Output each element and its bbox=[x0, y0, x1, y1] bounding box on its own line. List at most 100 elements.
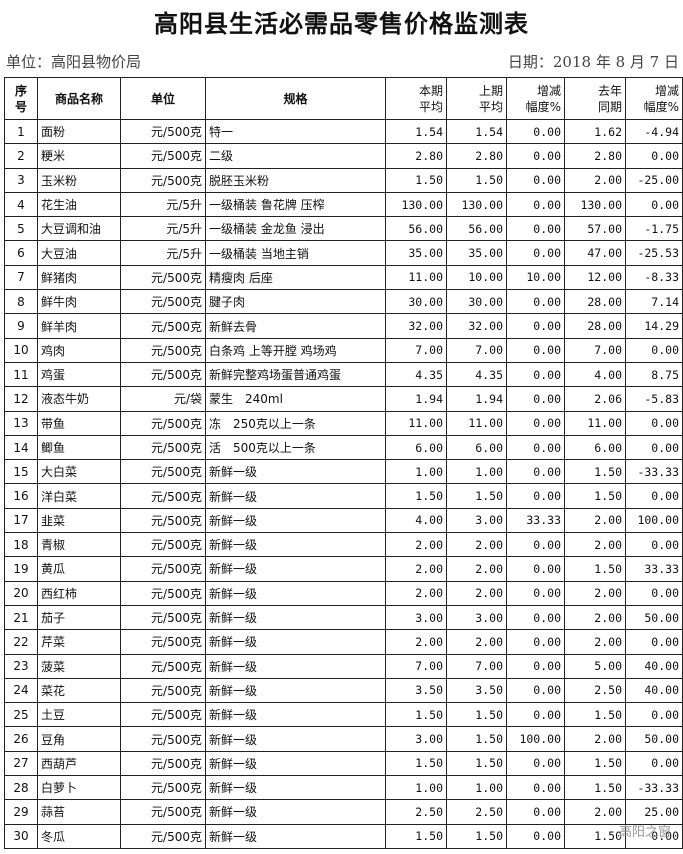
table-cell: 洋白菜 bbox=[37, 483, 121, 509]
table-row: 11 鸡蛋 元/500克 新鲜完整鸡场蛋普通鸡蛋 4.35 4.35 0.00 4.00 8.7… bbox=[4, 361, 683, 388]
table-cell: 元/500克 bbox=[120, 313, 206, 339]
table-cell: 0.00 bbox=[625, 702, 683, 728]
table-cell: 2.00 bbox=[564, 580, 626, 606]
table-cell: 元/500克 bbox=[120, 143, 206, 169]
table-cell: 23 bbox=[4, 653, 38, 679]
table-cell: -8.33 bbox=[625, 264, 683, 291]
table-cell: 元/500克 bbox=[120, 118, 206, 145]
table-cell: 白条鸡 上等开膛 鸡场鸡 bbox=[205, 337, 386, 363]
table-cell: 30.00 bbox=[446, 289, 507, 315]
table-cell: 元/500克 bbox=[120, 410, 206, 436]
header-text: 号 bbox=[14, 99, 27, 114]
table-row: 9 鲜羊肉 元/500克 新鲜去骨 32.00 32.00 0.00 28.00 14.29 bbox=[4, 313, 683, 339]
table-cell: 0.00 bbox=[506, 775, 565, 801]
table-cell: 0.00 bbox=[506, 459, 565, 485]
table-cell: 0.00 bbox=[506, 556, 565, 582]
table-cell: 30 bbox=[4, 823, 38, 849]
table-cell: 100.00 bbox=[506, 726, 565, 752]
table-cell: 1.50 bbox=[564, 459, 626, 485]
table-row: 15 大白菜 元/500克 新鲜一级 1.00 1.00 0.00 1.50 -33.33 bbox=[4, 459, 683, 485]
table-cell: 5 bbox=[4, 216, 38, 242]
table-cell: 元/500克 bbox=[120, 434, 206, 461]
table-cell: 2.00 bbox=[564, 604, 626, 631]
table-row: 18 青椒 元/500克 新鲜一级 2.00 2.00 0.00 2.00 0.00 bbox=[4, 532, 683, 558]
table-cell: 24 bbox=[4, 677, 38, 704]
table-cell: 0.00 bbox=[506, 337, 565, 363]
table-cell: 27 bbox=[4, 750, 38, 777]
table-cell: 2.80 bbox=[564, 143, 626, 169]
table-cell: 花生油 bbox=[37, 191, 121, 218]
table-cell: 新鲜一级 bbox=[205, 580, 386, 606]
table-cell: 12.00 bbox=[564, 264, 626, 291]
table-cell: 韭菜 bbox=[37, 507, 121, 534]
table-row: 26 豆角 元/500克 新鲜一级 3.00 1.50 100.00 2.00 50.00 bbox=[4, 726, 683, 752]
table-cell: 新鲜一级 bbox=[205, 532, 386, 558]
table-cell: 冬瓜 bbox=[37, 823, 121, 849]
table-cell: 7 bbox=[4, 264, 38, 291]
date: 日期：2018 年 8 月 7 日 bbox=[507, 53, 679, 71]
table-cell: -5.83 bbox=[625, 386, 683, 412]
table-cell: 0.00 bbox=[506, 167, 565, 193]
table-cell: 1.50 bbox=[446, 726, 507, 752]
table-cell: 0.00 bbox=[625, 410, 683, 436]
table-cell: 白萝卜 bbox=[37, 775, 121, 801]
table-cell: 带鱼 bbox=[37, 410, 121, 436]
table-cell: 大白菜 bbox=[37, 459, 121, 485]
table-cell: 33.33 bbox=[625, 556, 683, 582]
header-text: 幅度% bbox=[643, 99, 679, 114]
table-cell: 21 bbox=[4, 604, 38, 631]
table-cell: 9 bbox=[4, 313, 38, 339]
header-text: 商品名称 bbox=[54, 91, 103, 106]
table-cell: -33.33 bbox=[625, 459, 683, 485]
table-cell: 28 bbox=[4, 775, 38, 801]
table-cell: 35.00 bbox=[385, 240, 447, 266]
table-cell: 鸡肉 bbox=[37, 337, 121, 363]
table-row: 30 冬瓜 元/500克 新鲜一级 1.50 1.50 0.00 1.50 0.00 bbox=[4, 823, 683, 849]
table-cell: 2.00 bbox=[446, 532, 507, 558]
table-cell: 元/500克 bbox=[120, 264, 206, 291]
table-cell: 元/500克 bbox=[120, 775, 206, 801]
table-cell: 7.00 bbox=[446, 337, 507, 363]
table-cell: 2.00 bbox=[564, 629, 626, 655]
table-cell: -4.94 bbox=[625, 118, 683, 145]
table-row: 27 西葫芦 元/500克 新鲜一级 1.50 1.50 0.00 1.50 0.00 bbox=[4, 750, 683, 777]
table-cell: 0.00 bbox=[506, 361, 565, 388]
table-cell: 4.35 bbox=[385, 361, 447, 388]
table-cell: -25.00 bbox=[625, 167, 683, 193]
header-text: 单位 bbox=[150, 91, 175, 106]
table-cell: 57.00 bbox=[564, 216, 626, 242]
table-cell: 29 bbox=[4, 799, 38, 825]
table-cell: -33.33 bbox=[625, 775, 683, 801]
table-cell: 11 bbox=[4, 361, 38, 388]
table-cell: 1 bbox=[4, 118, 38, 145]
table-cell: 新鲜一级 bbox=[205, 750, 386, 777]
table-cell: 鸡蛋 bbox=[37, 361, 121, 388]
table-cell: 10.00 bbox=[506, 264, 565, 291]
table-cell: 0.00 bbox=[506, 629, 565, 655]
table-cell: 7.00 bbox=[385, 653, 447, 679]
table-cell: 0.00 bbox=[506, 143, 565, 169]
table-cell: 0.00 bbox=[506, 483, 565, 509]
table-cell: 元/500克 bbox=[120, 507, 206, 534]
table-cell: 元/500克 bbox=[120, 677, 206, 704]
table-cell: 黄瓜 bbox=[37, 556, 121, 582]
table-cell: 50.00 bbox=[625, 726, 683, 752]
table-cell: 11.00 bbox=[385, 410, 447, 436]
header-cell: 增减 幅度% bbox=[506, 77, 565, 120]
table-cell: 0.00 bbox=[506, 604, 565, 631]
table-cell: -25.53 bbox=[625, 240, 683, 266]
table-row: 21 茄子 元/500克 新鲜一级 3.00 3.00 0.00 2.00 50.00 bbox=[4, 604, 683, 631]
table-cell: 新鲜一级 bbox=[205, 799, 386, 825]
table-row: 8 鲜牛肉 元/500克 腱子肉 30.00 30.00 0.00 28.00 7.14 bbox=[4, 289, 683, 315]
table-cell: 2.00 bbox=[446, 556, 507, 582]
table-cell: 6 bbox=[4, 240, 38, 266]
table-cell: 新鲜一级 bbox=[205, 507, 386, 534]
table-cell: 1.62 bbox=[564, 118, 626, 145]
table-cell: 13 bbox=[4, 410, 38, 436]
table-cell: 二级 bbox=[205, 143, 386, 169]
table-row: 12 液态牛奶 元/袋 蒙生 240ml 1.94 1.94 0.00 2.06 -5.83 bbox=[4, 386, 683, 412]
table-cell: 2.00 bbox=[564, 799, 626, 825]
table-cell: 脱胚玉米粉 bbox=[205, 167, 386, 193]
table-cell: 35.00 bbox=[446, 240, 507, 266]
table-cell: 25.00 bbox=[625, 799, 683, 825]
